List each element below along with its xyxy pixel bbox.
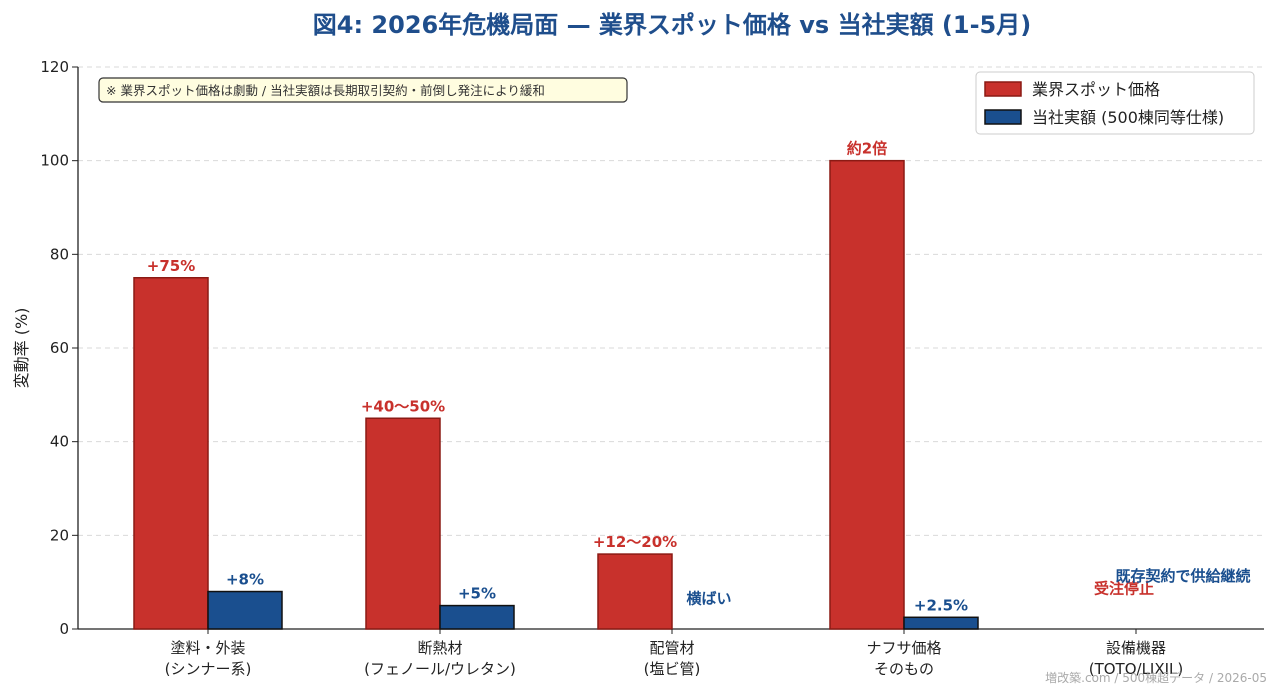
- y-tick-label: 60: [50, 339, 69, 357]
- x-category-label: そのもの: [874, 660, 934, 678]
- y-tick-label: 0: [59, 620, 69, 638]
- legend-label: 業界スポット価格: [1032, 80, 1160, 99]
- data-label: 横ばい: [686, 590, 731, 608]
- x-category-label: 断熱材: [417, 639, 462, 657]
- bars: [133, 159, 979, 630]
- data-label: +75%: [147, 257, 195, 275]
- y-axis-label: 変動率 (%): [12, 308, 31, 389]
- bar: [903, 616, 979, 630]
- annotation-text: ※ 業界スポット価格は劇動 / 当社実額は長期取引契約・前倒し発注により緩和: [106, 83, 545, 98]
- y-tick-label: 120: [40, 58, 69, 76]
- bar: [365, 417, 441, 630]
- x-category-label: (TOTO/LIXIL): [1089, 660, 1184, 678]
- bar: [133, 277, 209, 630]
- bar: [597, 553, 673, 630]
- data-label: +40〜50%: [361, 397, 445, 415]
- data-label: +8%: [226, 571, 264, 589]
- x-category-labels: 塗料・外装 (シンナー系) 断熱材 (フェノール/ウレタン) 配管材 (塩ビ管) ナフサ価格…: [165, 629, 1184, 678]
- x-category-label: (シンナー系): [165, 660, 252, 678]
- y-ticks: 0 20 40 60 80 100 120: [40, 58, 78, 638]
- y-tick-label: 20: [50, 526, 69, 544]
- data-label: +12〜20%: [593, 533, 677, 551]
- bar: [439, 604, 515, 630]
- legend-frame: [975, 71, 1255, 135]
- x-category-label: (塩ビ管): [644, 660, 701, 678]
- bar: [207, 590, 283, 630]
- legend-swatch: [984, 81, 1022, 97]
- annotation-background: [98, 77, 628, 103]
- y-tick-label: 40: [50, 433, 69, 451]
- x-category-label: ナフサ価格: [866, 639, 941, 657]
- chart-title: 図4: 2026年危機局面 — 業界スポット価格 vs 当社実額 (1-5月): [313, 11, 1031, 39]
- data-label: +2.5%: [914, 596, 968, 614]
- x-category-label: 設備機器: [1106, 639, 1166, 657]
- gridlines: [78, 66, 1264, 536]
- data-label: 約2倍: [847, 140, 887, 158]
- x-category-label: (フェノール/ウレタン): [364, 660, 516, 678]
- x-category-label: 配管材: [649, 639, 694, 657]
- data-label: 既存契約で供給継続: [1115, 567, 1250, 585]
- x-category-label: 塗料・外装: [170, 639, 245, 657]
- annotation-box: ※ 業界スポット価格は劇動 / 当社実額は長期取引契約・前倒し発注により緩和: [98, 77, 628, 103]
- y-tick-label: 100: [40, 152, 69, 170]
- y-tick-label: 80: [50, 245, 69, 263]
- data-label: +5%: [458, 585, 496, 603]
- legend-label: 当社実額 (500棟同等仕様): [1032, 108, 1224, 127]
- data-label: 受注停止: [1094, 579, 1154, 597]
- bar: [829, 159, 905, 630]
- legend-swatch: [984, 109, 1022, 125]
- footer-credit: 増改築.com / 500棟超データ / 2026-05: [1045, 670, 1267, 685]
